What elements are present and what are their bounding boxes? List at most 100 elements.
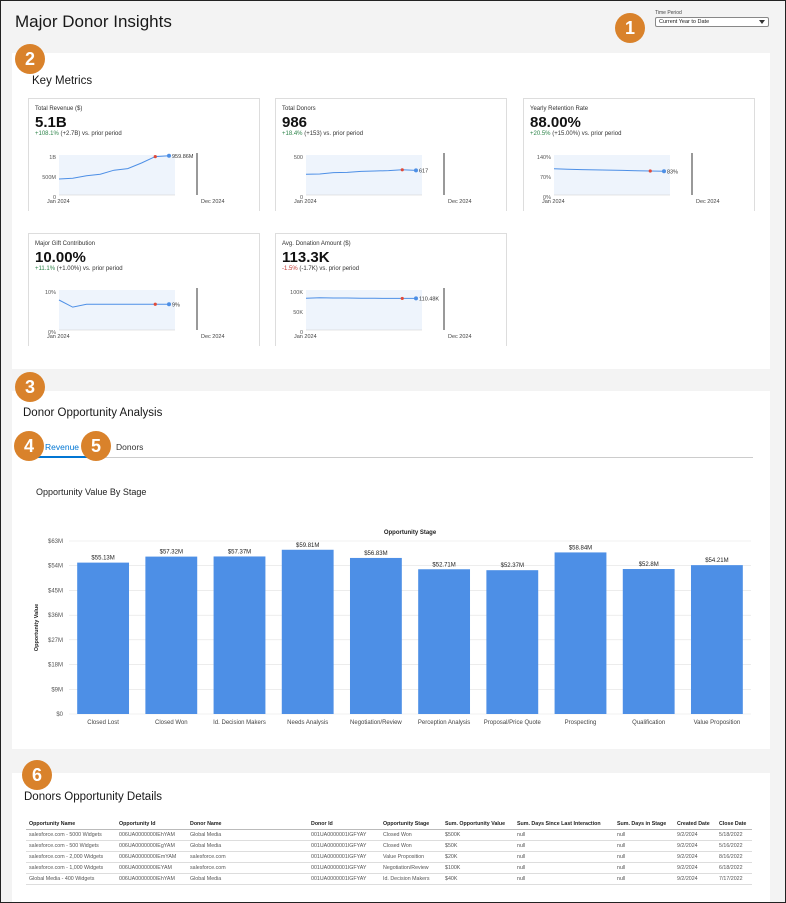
- page-title: Major Donor Insights: [15, 12, 172, 31]
- table-cell: null: [614, 873, 674, 885]
- sparkline-last-point: [167, 302, 171, 307]
- table-cell: null: [614, 851, 674, 863]
- table-cell: 9/2/2024: [674, 873, 716, 885]
- metric-title: Major Gift Contribution: [35, 241, 96, 247]
- metric-title: Total Revenue ($): [35, 106, 83, 112]
- step-marker-2: 2: [15, 44, 45, 74]
- sparkline-y-tick: 10%: [45, 290, 56, 296]
- table-cell: 006UA0000000IEmYAM: [116, 851, 187, 863]
- chevron-down-icon: [759, 20, 765, 24]
- sparkline-line: [305, 297, 417, 299]
- sparkline-last-point: [167, 153, 171, 158]
- table-cell: 001UA0000001IGFYAY: [308, 851, 380, 863]
- table-cell: 9/2/2024: [674, 862, 716, 874]
- tab-revenue[interactable]: Revenue: [45, 442, 80, 452]
- sparkline-y-tick: 500: [294, 155, 303, 161]
- sparkline-last-label: 617: [419, 168, 428, 174]
- sparkline-x-start: Jan 2024: [47, 199, 70, 205]
- sparkline-line: [58, 155, 170, 180]
- sparkline-x-start: Jan 2024: [294, 199, 317, 205]
- metric-value: 986: [282, 114, 308, 131]
- sparkline-y-tick: 0%: [48, 330, 56, 336]
- column-header[interactable]: Sum. Days in Stage: [614, 819, 674, 830]
- key-metrics-title: Key Metrics: [32, 75, 93, 87]
- table-row[interactable]: salesforce.com - 1,000 Widgets 006UA00000…: [26, 862, 752, 874]
- sparkline-band: [59, 155, 175, 195]
- table-cell: Global Media: [187, 840, 308, 852]
- table-cell: 001UA0000001IGFYAY: [308, 873, 380, 885]
- step-marker-6: 6: [22, 760, 52, 790]
- metric-sparkline: 10% 0% 9% Jan 2024 Dec 2024: [45, 288, 225, 340]
- column-header[interactable]: Donor Name: [187, 819, 308, 830]
- sparkline-band: [554, 155, 670, 195]
- table-cell: salesforce.com - 2,000 Widgets: [26, 851, 116, 863]
- sparkline-current-point: [153, 302, 157, 306]
- sparkline-x-end: Dec 2024: [448, 199, 472, 205]
- column-header[interactable]: Sum. Opportunity Value: [442, 819, 514, 830]
- sparkline-current-point: [648, 169, 652, 173]
- table-cell: 8/16/2022: [716, 851, 752, 863]
- sparkline-y-tick: 0: [300, 195, 303, 201]
- column-header[interactable]: Sum. Days Since Last Interaction: [514, 819, 614, 830]
- table-row[interactable]: salesforce.com - 2,000 Widgets 006UA00000…: [26, 851, 752, 863]
- sparkline-current-point: [400, 168, 404, 172]
- table-cell: 9/2/2024: [674, 829, 716, 841]
- column-header[interactable]: Created Date: [674, 819, 716, 830]
- sparkline-last-label: 110.48K: [419, 296, 439, 302]
- table-cell: salesforce.com: [187, 862, 308, 874]
- metric-card-total-revenue[interactable]: Total Revenue ($) 5.1B +108.1% (+2.7B) v…: [28, 98, 260, 211]
- table-cell: 9/2/2024: [674, 851, 716, 863]
- time-period-select[interactable]: Current Year to Date: [655, 17, 769, 27]
- table-cell: null: [514, 873, 614, 885]
- metric-change-detail: (+15.00%) vs. prior period: [552, 131, 622, 137]
- column-header[interactable]: Opportunity Id: [116, 819, 187, 830]
- column-header[interactable]: Opportunity Name: [26, 819, 116, 830]
- tab-donors[interactable]: Donors: [116, 442, 144, 452]
- sparkline-band: [306, 155, 422, 195]
- table-cell: Closed Won: [380, 829, 442, 841]
- table-cell: 6/18/2022: [716, 862, 752, 874]
- metric-change: +108.1% (+2.7B) vs. prior period: [35, 131, 122, 137]
- sparkline-last-label: 9%: [172, 302, 180, 308]
- time-period-filter: Time Period Current Year to Date: [655, 10, 769, 27]
- step-marker-5: 5: [81, 431, 111, 461]
- table-cell: 9/2/2024: [674, 840, 716, 852]
- table-cell: null: [514, 851, 614, 863]
- metric-card-total-donors[interactable]: Total Donors 986 +18.4% (+153) vs. prior…: [275, 98, 507, 211]
- table-cell: 5/16/2022: [716, 840, 752, 852]
- metric-change: +20.5% (+15.00%) vs. prior period: [530, 131, 621, 137]
- metric-card-avg-donation[interactable]: Avg. Donation Amount ($) 113.3K -1.5% (-…: [275, 233, 507, 346]
- metric-card-major-gift[interactable]: Major Gift Contribution 10.00% +11.1% (+…: [28, 233, 260, 346]
- sparkline-band: [59, 290, 175, 330]
- table-cell: 006UA0000000IEhYAM: [116, 829, 187, 841]
- table-cell: salesforce.com - 500 Widgets: [26, 840, 116, 852]
- table-row[interactable]: Global Media - 400 Widgets 006UA0000000IE…: [26, 873, 752, 885]
- table-cell: Negotiation/Review: [380, 862, 442, 874]
- table-cell: Value Proposition: [380, 851, 442, 863]
- table-row[interactable]: salesforce.com - 500 Widgets 006UA0000000…: [26, 840, 752, 852]
- time-period-value: Current Year to Date: [659, 19, 710, 25]
- table-cell: Global Media: [187, 873, 308, 885]
- table-cell: 5/18/2022: [716, 829, 752, 841]
- table-cell: $40K: [442, 873, 514, 885]
- metric-change-percent: -1.5%: [282, 266, 298, 272]
- table-cell: Global Media - 400 Widgets: [26, 873, 116, 885]
- sparkline-last-point: [414, 296, 418, 301]
- table-cell: 7/17/2022: [716, 873, 752, 885]
- column-header[interactable]: Close Date: [716, 819, 752, 830]
- step-marker-4: 4: [14, 431, 44, 461]
- table-cell: 006UA0000000IEgYAM: [116, 840, 187, 852]
- sparkline-band: [306, 290, 422, 330]
- table-cell: Closed Won: [380, 840, 442, 852]
- table-row[interactable]: salesforce.com - 5000 Widgets 006UA000000…: [26, 829, 752, 841]
- column-header[interactable]: Donor Id: [308, 819, 380, 830]
- table-cell: $20K: [442, 851, 514, 863]
- table-cell: 006UA0000000IEYAM: [116, 862, 187, 874]
- column-header[interactable]: Opportunity Stage: [380, 819, 442, 830]
- sparkline-y-tick: 50K: [293, 310, 303, 316]
- opportunity-tabs: Revenue Donors: [23, 441, 753, 458]
- table-cell: $500K: [442, 829, 514, 841]
- metric-change-percent: +108.1%: [35, 131, 59, 137]
- metric-card-retention-rate[interactable]: Yearly Retention Rate 88.00% +20.5% (+15…: [523, 98, 755, 211]
- sparkline-x-end: Dec 2024: [201, 199, 225, 205]
